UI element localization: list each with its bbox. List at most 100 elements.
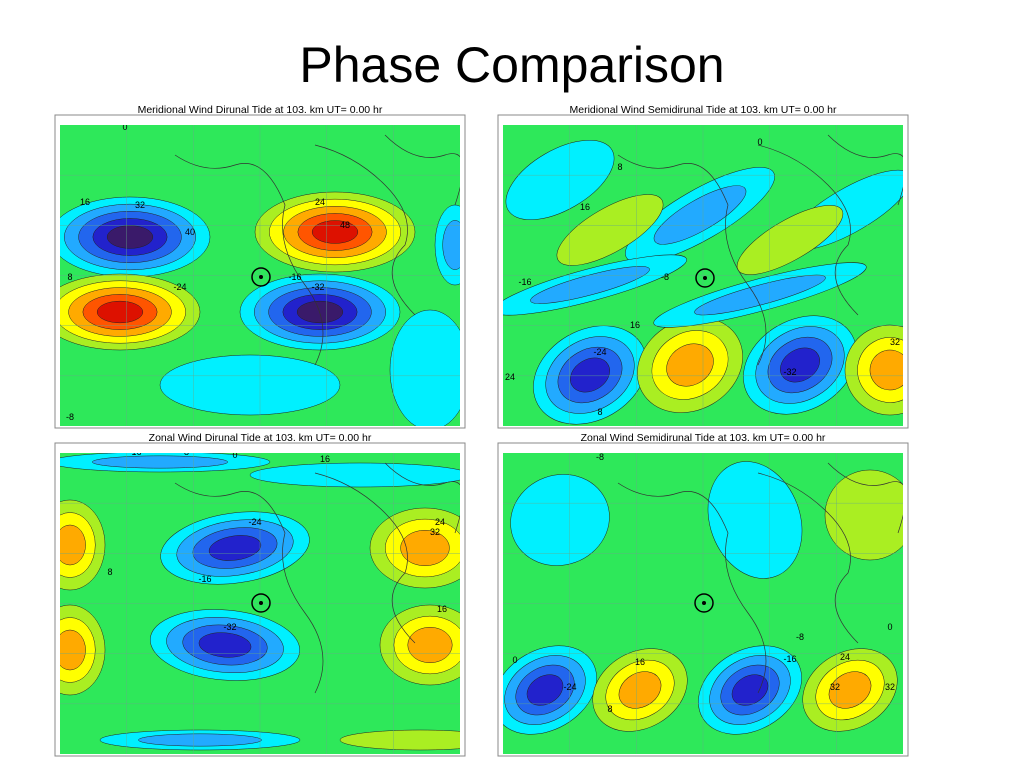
contour-label: 24 [840, 652, 850, 662]
contour-region [208, 535, 262, 561]
contour-label: 24 [435, 517, 445, 527]
coastline [617, 134, 903, 366]
contour-region [138, 733, 262, 747]
contour-region [828, 671, 872, 709]
contour-label: -8 [796, 632, 804, 642]
contour-label: -8 [596, 452, 604, 462]
contour-region [389, 309, 460, 426]
contour-label: 16 [320, 454, 330, 464]
contour-map: 8 16 0 -8 -16 -24 32 24 -32 16 8 [503, 125, 903, 426]
panel-title: Meridional Wind Semidirunal Tide at 103.… [570, 104, 837, 116]
contour-region [106, 225, 154, 249]
panel-title: Zonal Wind Semidirunal Tide at 103. km U… [581, 432, 826, 444]
contour-region [400, 529, 450, 567]
contour-label: -24 [248, 517, 261, 527]
contour-label: 32 [830, 682, 840, 692]
coastline [174, 462, 460, 694]
contour-label: 16 [635, 657, 645, 667]
contour-label: -8 [661, 272, 669, 282]
contour-label: 40 [185, 227, 195, 237]
contour-region [249, 462, 460, 488]
contour-region [570, 357, 610, 393]
contour-label: 24 [315, 197, 325, 207]
contour-region [731, 674, 769, 706]
contour-label: 16 [437, 604, 447, 614]
contour-region [556, 194, 664, 266]
contour-label: 16 [80, 197, 90, 207]
contour-label: 16 [630, 320, 640, 330]
contour-label: -24 [173, 282, 186, 292]
contour-label: 8 [607, 704, 612, 714]
contour-region [442, 220, 460, 270]
site-marker [251, 267, 271, 287]
contour-label: 32 [430, 527, 440, 537]
contour-region [526, 674, 564, 706]
site-dot [702, 601, 706, 605]
contour-map: 0 -8 8 16 24 32 -24 -16 -8 32 0 [503, 452, 903, 754]
contour-region [618, 671, 662, 709]
contour-label: -16 [128, 447, 141, 457]
contour-region [311, 220, 359, 244]
contour-region [707, 461, 803, 579]
contour-region [653, 185, 747, 245]
contour-region [60, 629, 86, 671]
contour-label: -16 [518, 277, 531, 287]
contour-region [869, 349, 903, 391]
contour-region [666, 343, 714, 387]
contour-region [505, 140, 615, 220]
contour-label: -8 [181, 447, 189, 457]
contour-region [92, 455, 228, 469]
contour-label: 0 [887, 622, 892, 632]
coastline [174, 134, 460, 366]
contour-region [159, 354, 341, 416]
contour-label: 0 [512, 655, 517, 665]
contour-region [780, 347, 820, 383]
map-panel: Meridional Wind Dirunal Tide at 103. km … [54, 104, 466, 429]
contour-label: 32 [135, 200, 145, 210]
contour-region [407, 626, 453, 664]
contour-label: 24 [505, 372, 515, 382]
site-dot [259, 601, 263, 605]
contour-region [339, 729, 460, 751]
contour-label: 48 [340, 220, 350, 230]
site-dot [703, 276, 707, 280]
contour-label: 0 [122, 122, 127, 132]
contour-label: 8 [617, 162, 622, 172]
contour-region [96, 300, 144, 324]
contour-region [198, 632, 252, 658]
contour-label: -16 [288, 272, 301, 282]
contour-label: 8 [597, 407, 602, 417]
contour-region [296, 300, 344, 324]
contour-label: -16 [198, 574, 211, 584]
contour-label: 8 [67, 272, 72, 282]
contour-map: 0 -8 32 40 16 24 48 -32 8 -16 -24 [60, 122, 460, 426]
contour-label: 16 [580, 202, 590, 212]
contour-label: -24 [593, 347, 606, 357]
coastline [617, 462, 903, 694]
site-marker [694, 593, 714, 613]
site-marker [695, 268, 715, 288]
site-dot [259, 275, 263, 279]
contour-label: -24 [563, 682, 576, 692]
contour-label: -32 [783, 367, 796, 377]
site-marker [251, 593, 271, 613]
contour-label: -8 [66, 412, 74, 422]
contour-region [694, 274, 826, 316]
contour-label: 32 [885, 682, 895, 692]
contour-region [510, 474, 610, 566]
contour-label: -32 [223, 622, 236, 632]
map-panel: Zonal Wind Semidirunal Tide at 103. km U… [497, 432, 909, 757]
contour-label: 0 [232, 450, 237, 460]
contour-label: -16 [783, 654, 796, 664]
panel-title: Meridional Wind Dirunal Tide at 103. km … [138, 104, 383, 116]
contour-region [60, 524, 86, 566]
contour-region [824, 469, 903, 561]
map-panel: Zonal Wind Dirunal Tide at 103. km UT= 0… [54, 432, 466, 757]
slide-title: Phase Comparison [299, 37, 724, 93]
contour-label: 8 [107, 567, 112, 577]
contour-label: 0 [757, 137, 762, 147]
contour-label: -32 [311, 282, 324, 292]
